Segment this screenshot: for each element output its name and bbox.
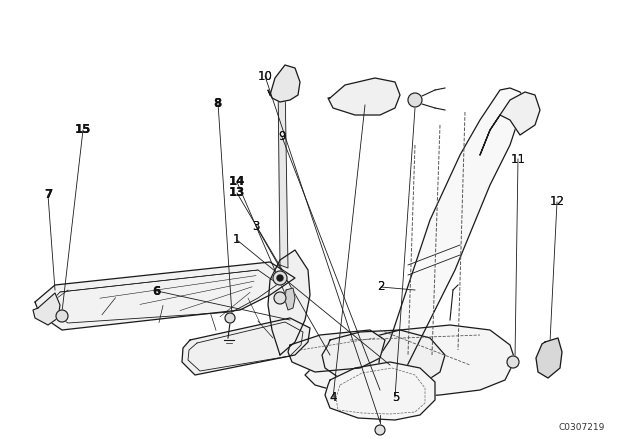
Text: 12: 12 — [549, 195, 564, 208]
Polygon shape — [35, 262, 295, 330]
Text: 13: 13 — [228, 186, 245, 199]
Polygon shape — [33, 293, 60, 325]
Polygon shape — [328, 78, 400, 115]
Polygon shape — [305, 325, 515, 398]
Circle shape — [408, 93, 422, 107]
Polygon shape — [480, 92, 540, 155]
Text: 3: 3 — [252, 220, 260, 233]
Text: 6: 6 — [153, 284, 161, 298]
Circle shape — [274, 292, 286, 304]
Text: 14: 14 — [228, 175, 245, 188]
Text: 7: 7 — [44, 188, 52, 202]
Text: 9: 9 — [278, 130, 285, 143]
Text: 11: 11 — [511, 152, 526, 166]
Text: 2: 2 — [377, 280, 385, 293]
Polygon shape — [268, 250, 310, 355]
Text: 11: 11 — [511, 152, 526, 166]
Polygon shape — [536, 338, 562, 378]
Text: 6: 6 — [153, 284, 161, 298]
Polygon shape — [325, 362, 435, 420]
Text: C0307219: C0307219 — [559, 423, 605, 432]
Text: 15: 15 — [75, 123, 92, 137]
Polygon shape — [268, 65, 300, 102]
Text: 10: 10 — [258, 69, 273, 83]
Circle shape — [56, 310, 68, 322]
Text: 4: 4 — [329, 391, 337, 405]
Text: 7: 7 — [44, 188, 52, 202]
Text: 8: 8 — [214, 96, 221, 110]
Text: 3: 3 — [252, 220, 260, 233]
Text: 13: 13 — [228, 186, 245, 199]
Circle shape — [225, 313, 235, 323]
Text: 5: 5 — [392, 391, 399, 405]
Circle shape — [375, 425, 385, 435]
Text: 4: 4 — [329, 391, 337, 405]
Polygon shape — [288, 330, 385, 372]
Polygon shape — [182, 318, 310, 375]
Text: 8: 8 — [214, 96, 221, 110]
Circle shape — [507, 356, 519, 368]
Text: 9: 9 — [278, 130, 285, 143]
Text: 5: 5 — [392, 391, 399, 405]
Polygon shape — [322, 330, 445, 390]
Polygon shape — [278, 78, 288, 268]
Text: 10: 10 — [258, 69, 273, 83]
Circle shape — [277, 275, 283, 281]
Circle shape — [273, 271, 287, 285]
Text: 12: 12 — [549, 195, 564, 208]
Text: 1: 1 — [233, 233, 241, 246]
Text: 14: 14 — [228, 175, 245, 188]
Text: 15: 15 — [75, 123, 92, 137]
Polygon shape — [378, 88, 525, 390]
Text: 1: 1 — [233, 233, 241, 246]
Text: 2: 2 — [377, 280, 385, 293]
Polygon shape — [285, 288, 295, 310]
